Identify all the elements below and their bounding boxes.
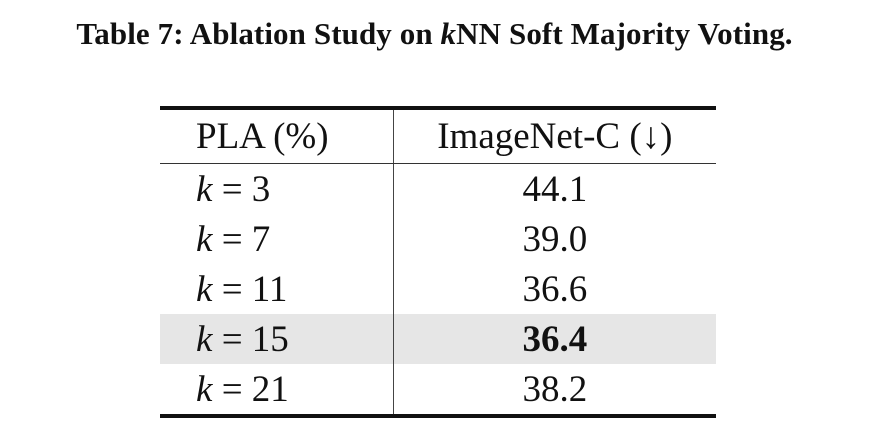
caption-suffix: NN Soft Majority Voting. xyxy=(456,16,793,51)
row-value: 36.6 xyxy=(522,268,588,310)
row-label: k = 3 xyxy=(160,163,394,214)
row-label: k = 21 xyxy=(160,364,394,416)
ablation-table: PLA (%) ImageNet-C (↓) k = 3 44.1 k = 7 … xyxy=(160,106,716,418)
caption-k: k xyxy=(440,16,457,51)
row-value: 44.1 xyxy=(522,168,588,210)
k-variable: k xyxy=(196,268,213,310)
header-pla: PLA (%) xyxy=(160,108,394,164)
k-equals: = 21 xyxy=(212,368,289,410)
table-caption: Table 7: Ablation Study on kNN Soft Majo… xyxy=(0,16,869,52)
header-imagenet-c: ImageNet-C (↓) xyxy=(393,108,716,164)
table-row: k = 21 38.2 xyxy=(160,364,716,416)
k-equals: = 11 xyxy=(212,268,288,310)
table-row: k = 7 39.0 xyxy=(160,214,716,264)
table-row: k = 11 36.6 xyxy=(160,264,716,314)
k-variable: k xyxy=(196,218,213,260)
k-equals: = 7 xyxy=(212,218,271,260)
k-equals: = 3 xyxy=(212,168,271,210)
k-variable: k xyxy=(196,318,213,360)
table-row-highlighted: k = 15 36.4 xyxy=(160,314,716,364)
k-variable: k xyxy=(196,168,213,210)
row-value: 39.0 xyxy=(522,218,588,260)
row-value: 38.2 xyxy=(522,368,588,410)
table-header-row: PLA (%) ImageNet-C (↓) xyxy=(160,108,716,164)
table-row: k = 3 44.1 xyxy=(160,163,716,214)
k-equals: = 15 xyxy=(212,318,289,360)
row-value-best: 36.4 xyxy=(393,314,716,364)
k-variable: k xyxy=(196,368,213,410)
ablation-table-container: PLA (%) ImageNet-C (↓) k = 3 44.1 k = 7 … xyxy=(160,106,716,418)
row-label: k = 7 xyxy=(160,214,394,264)
row-label: k = 15 xyxy=(160,314,394,364)
caption-prefix: Table 7: Ablation Study on xyxy=(76,16,441,51)
row-label: k = 11 xyxy=(160,264,394,314)
